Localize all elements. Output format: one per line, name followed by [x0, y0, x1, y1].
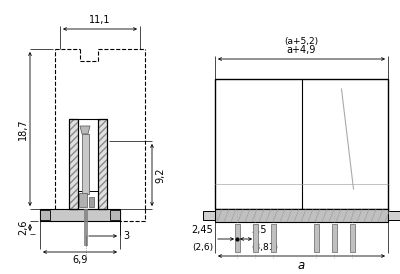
Text: 18,7: 18,7 — [18, 118, 28, 140]
Bar — [253, 224, 258, 252]
Bar — [69, 119, 78, 209]
Text: a: a — [298, 259, 305, 272]
Bar — [271, 224, 276, 252]
Bar — [314, 224, 318, 252]
Bar — [235, 224, 240, 252]
Bar — [350, 224, 354, 252]
Text: 11,1: 11,1 — [89, 15, 111, 25]
Text: (3,81): (3,81) — [251, 243, 278, 252]
Bar — [98, 119, 107, 209]
Text: 6,9: 6,9 — [72, 255, 88, 265]
Bar — [82, 134, 89, 194]
Text: (2,6): (2,6) — [192, 243, 213, 252]
Text: 9,2: 9,2 — [155, 167, 165, 183]
Bar — [110, 210, 120, 220]
Bar — [69, 119, 78, 209]
Text: 3,5: 3,5 — [251, 225, 266, 235]
Polygon shape — [80, 126, 90, 134]
Bar — [332, 224, 336, 252]
Bar — [40, 210, 50, 220]
Bar — [98, 119, 107, 209]
Bar — [215, 209, 388, 222]
Text: (a+5,2): (a+5,2) — [284, 37, 318, 46]
Bar — [79, 193, 87, 207]
Bar — [40, 209, 120, 221]
Bar — [215, 79, 388, 209]
Text: 2,45: 2,45 — [191, 225, 213, 235]
Bar — [388, 211, 400, 220]
Bar — [203, 211, 215, 220]
Bar — [89, 197, 94, 207]
Text: a+4,9: a+4,9 — [287, 45, 316, 55]
Text: 3: 3 — [123, 231, 129, 241]
Text: 2,6: 2,6 — [18, 220, 28, 235]
